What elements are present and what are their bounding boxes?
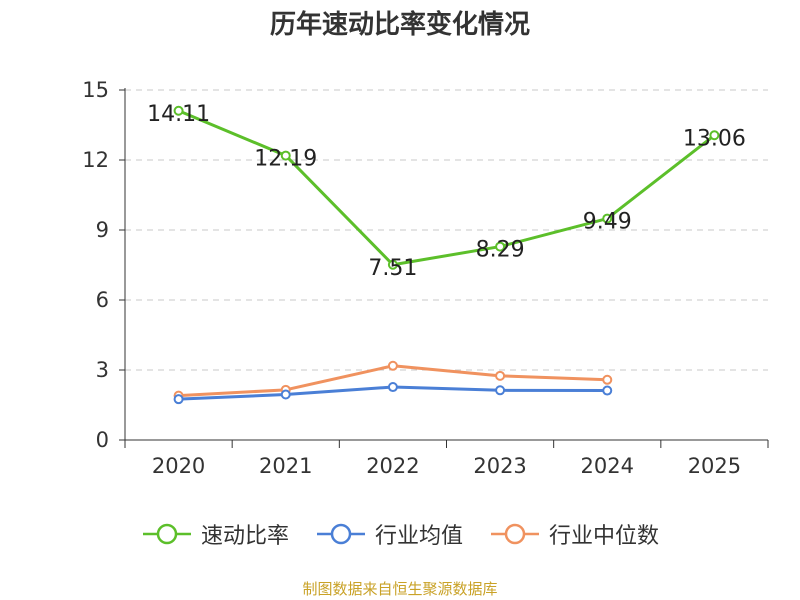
data-label: 7.51 [368, 256, 417, 281]
x-tick-label: 2021 [259, 454, 312, 478]
data-point [495, 241, 506, 252]
data-source-note: 制图数据来自恒生聚源数据库 [302, 580, 498, 598]
x-tick-label: 2022 [366, 454, 419, 478]
legend-marker-icon [142, 523, 191, 545]
x-tick-label: 2025 [688, 454, 741, 478]
y-tick-label: 6 [96, 288, 109, 312]
legend-label: 行业中位数 [549, 524, 660, 549]
data-label: 13.06 [683, 126, 746, 151]
legend-item-quick-ratio[interactable]: 速动比率 [141, 518, 289, 550]
data-point [709, 130, 720, 141]
data-point [280, 150, 291, 161]
data-point [387, 382, 398, 393]
y-tick-label: 9 [96, 218, 109, 242]
data-point [602, 374, 613, 385]
legend-label: 行业均值 [374, 524, 463, 549]
data-point [602, 385, 613, 396]
data-point [495, 385, 506, 396]
x-tick-label: 2023 [473, 454, 526, 478]
data-label: 9.49 [583, 210, 632, 235]
y-tick-label: 15 [82, 78, 109, 102]
legend-item-industry-median[interactable]: 行业中位数 [489, 518, 659, 550]
legend: 速动比率 行业均值 行业中位数 [0, 518, 800, 550]
data-label: 12.19 [254, 147, 317, 172]
y-tick-label: 3 [96, 358, 109, 382]
data-label: 14.11 [147, 102, 210, 127]
data-point [280, 389, 291, 400]
chart-title: 历年速动比率变化情况 [269, 10, 530, 40]
y-tick-label: 0 [96, 428, 109, 452]
data-point [387, 259, 398, 270]
data-point [173, 105, 184, 116]
data-point [387, 360, 398, 371]
data-label: 8.29 [476, 238, 525, 263]
legend-label: 速动比率 [200, 524, 289, 549]
legend-item-industry-mean[interactable]: 行业均值 [315, 518, 463, 550]
y-tick-label: 12 [82, 148, 109, 172]
data-point [173, 394, 184, 405]
x-tick-label: 2020 [152, 454, 205, 478]
x-tick-label: 2024 [581, 454, 634, 478]
legend-marker-icon [491, 523, 539, 545]
data-point [495, 370, 506, 381]
series-line-0 [178, 109, 716, 267]
data-point [602, 213, 613, 224]
legend-marker-icon [316, 523, 365, 545]
